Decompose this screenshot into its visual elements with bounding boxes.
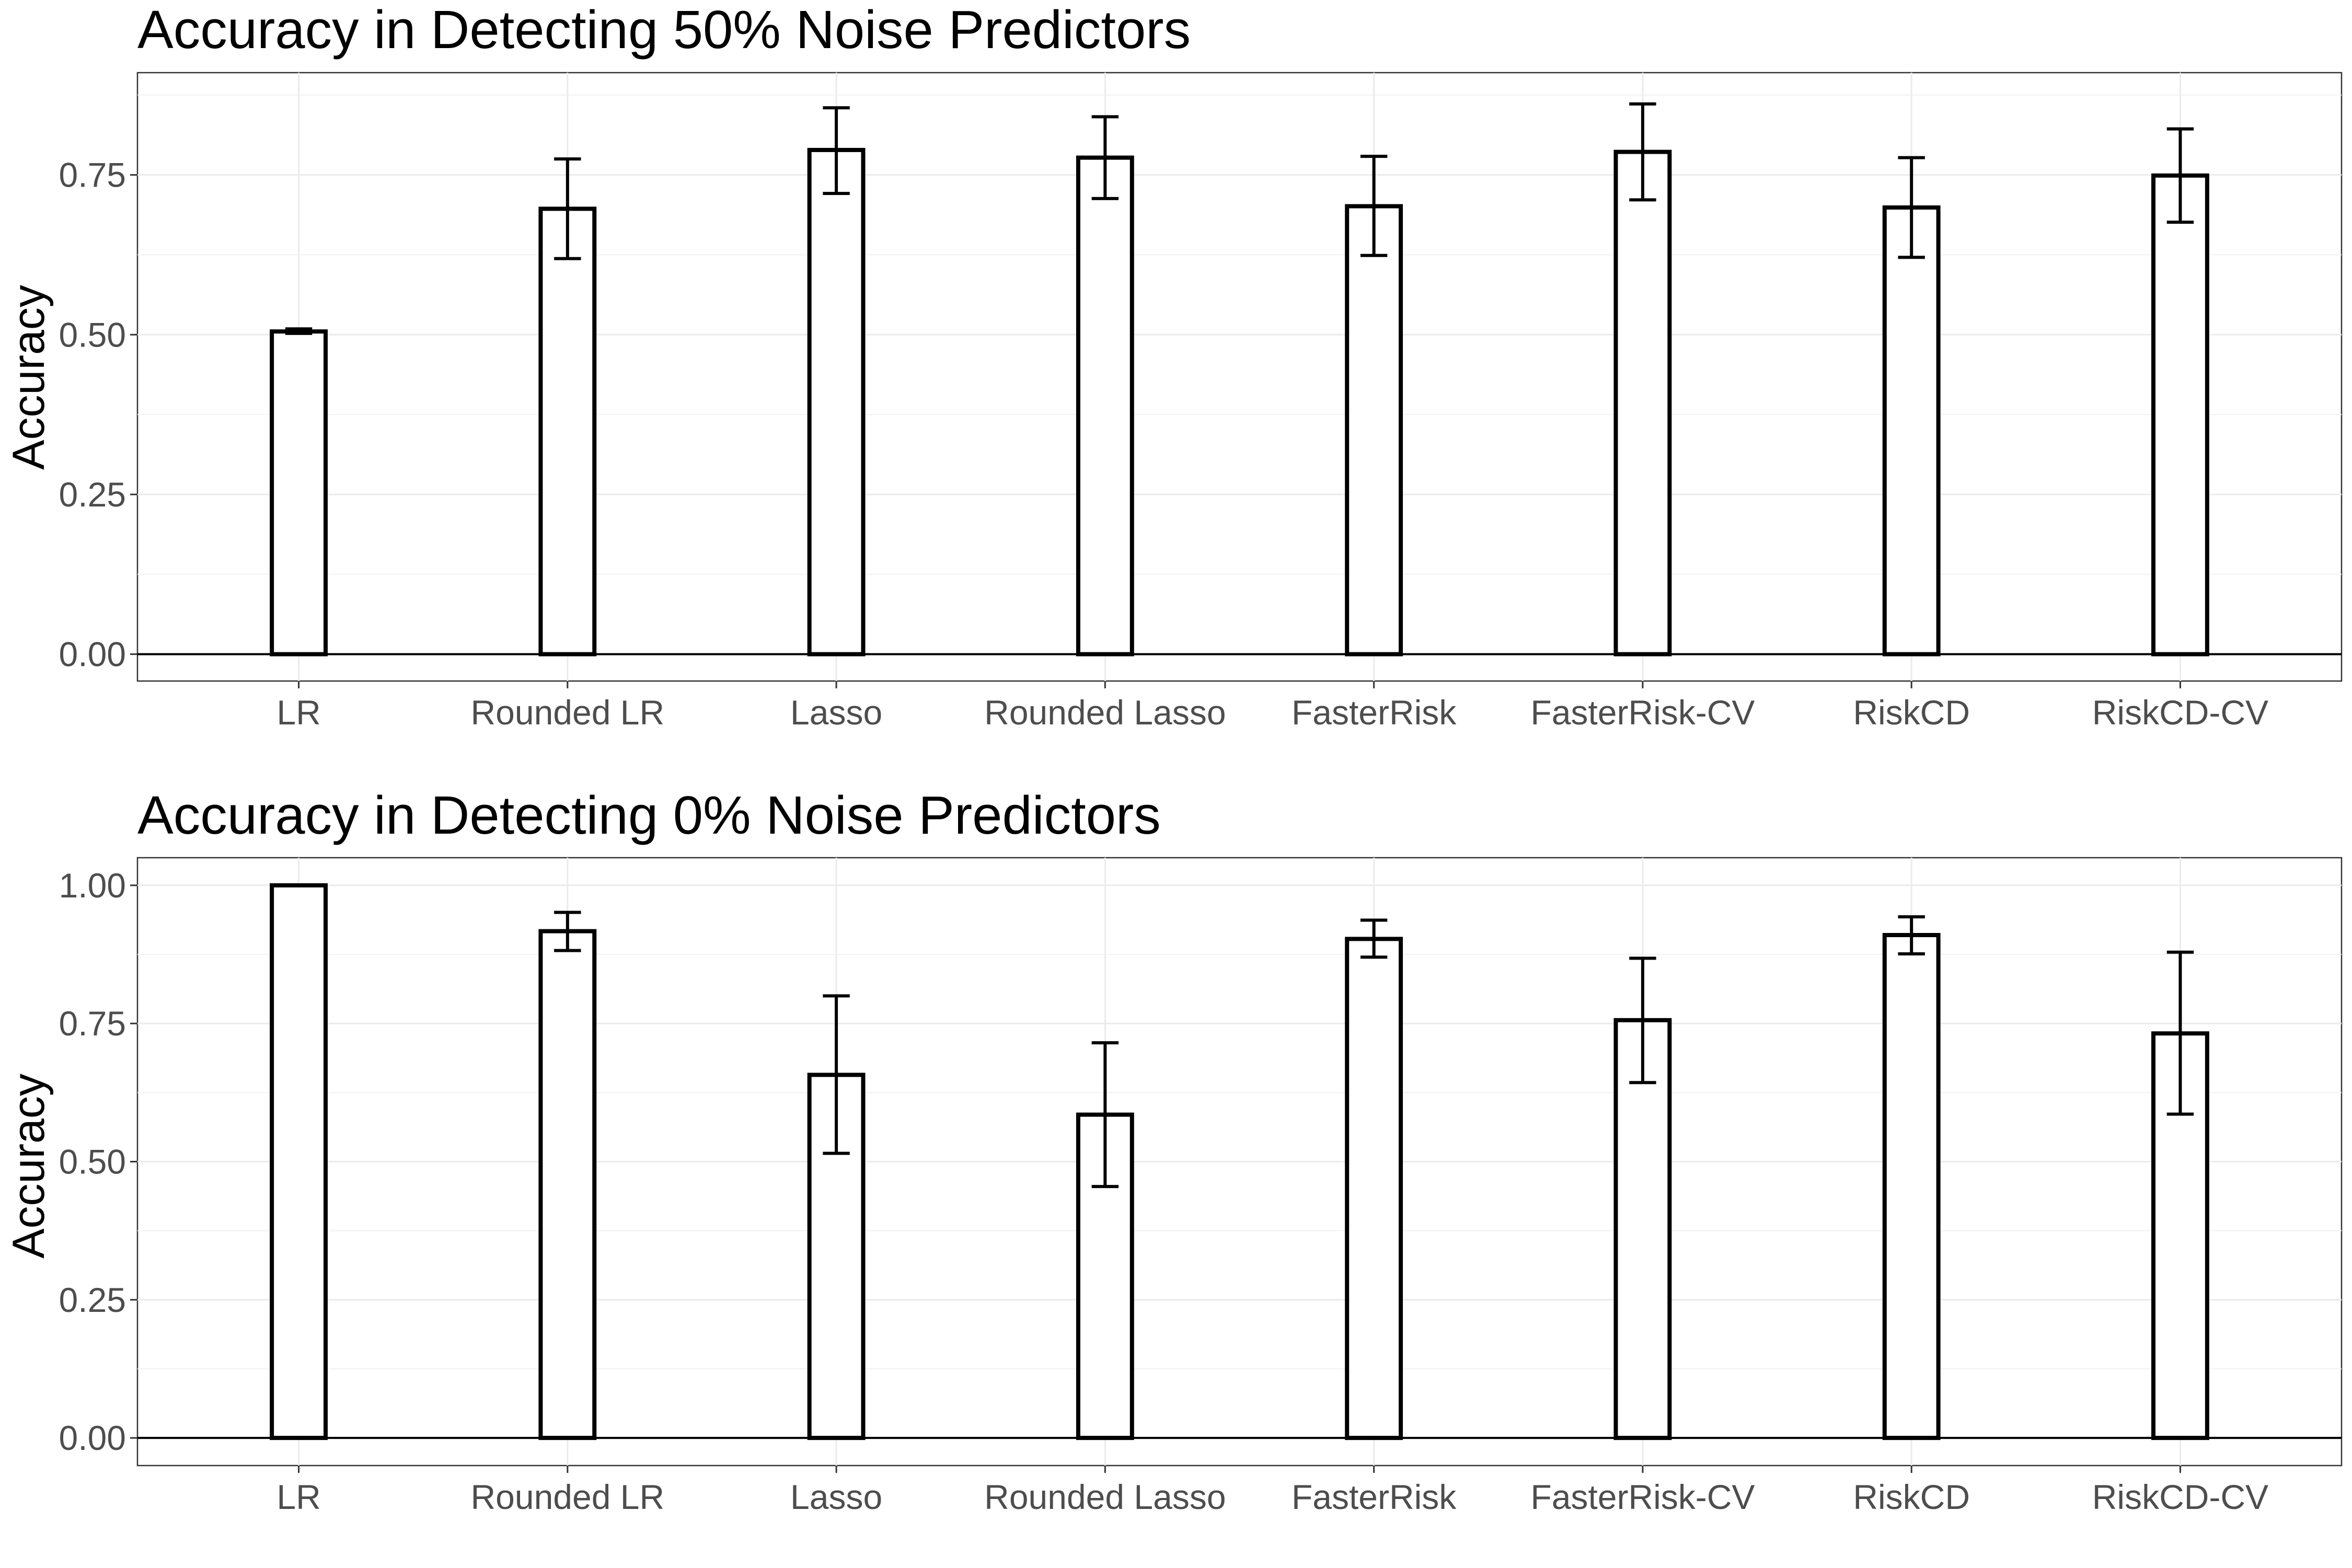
x-axis: LR Rounded LR Lasso Rounded Lasso FasterRisk… — [276, 681, 2268, 732]
bar — [1882, 205, 1941, 656]
bar — [2151, 173, 2209, 656]
chart-0-percent-noise: Accuracy in Detecting 0% Noise Predictor… — [4, 785, 2343, 1516]
bar — [1613, 1018, 1672, 1440]
bar — [538, 206, 597, 656]
y-tick-label: 0.25 — [59, 1281, 126, 1319]
chart-title: Accuracy in Detecting 0% Noise Predictor… — [137, 785, 1161, 845]
y-axis: 0.00 0.25 0.50 0.75 1.00 — [59, 866, 137, 1457]
y-tick-label: 0.25 — [59, 475, 126, 514]
grid-lines — [137, 73, 2342, 681]
y-tick-label: 0.00 — [59, 635, 126, 674]
bar — [1882, 933, 1941, 1440]
x-tick-label: Rounded Lasso — [984, 1478, 1226, 1516]
grid-lines — [137, 858, 2342, 1466]
x-tick-label: FasterRisk — [1292, 693, 1457, 732]
x-tick-label: LR — [276, 693, 320, 732]
bar — [807, 147, 866, 656]
y-tick-label: 1.00 — [59, 866, 126, 905]
x-tick-label: FasterRisk-CV — [1530, 1478, 1755, 1516]
y-tick-label: 0.75 — [59, 1004, 126, 1043]
bars — [137, 102, 2342, 656]
bar — [1345, 937, 1403, 1440]
x-tick-label: Lasso — [790, 693, 882, 732]
x-tick-label: RiskCD-CV — [2092, 693, 2268, 732]
bar — [1345, 204, 1403, 656]
x-tick-label: Rounded LR — [471, 693, 665, 732]
bar — [538, 929, 597, 1440]
y-tick-label: 0.00 — [59, 1419, 126, 1457]
x-tick-label: FasterRisk — [1292, 1478, 1457, 1516]
x-tick-label: Lasso — [790, 1478, 882, 1516]
x-tick-label: LR — [276, 1478, 320, 1516]
x-tick-label: Rounded LR — [471, 1478, 665, 1516]
bar — [270, 329, 328, 656]
x-tick-label: RiskCD-CV — [2092, 1478, 2268, 1516]
x-axis: LR Rounded LR Lasso Rounded Lasso FasterRisk… — [276, 1466, 2268, 1516]
chart-50-percent-noise: Accuracy in Detecting 50% Noise Predicto… — [4, 0, 2343, 732]
y-tick-label: 0.50 — [59, 315, 126, 354]
x-tick-label: RiskCD — [1853, 1478, 1970, 1516]
bars — [137, 883, 2342, 1440]
bar — [1076, 155, 1134, 656]
x-tick-label: FasterRisk-CV — [1530, 693, 1755, 732]
bar — [1613, 149, 1672, 656]
y-tick-label: 0.50 — [59, 1143, 126, 1181]
chart-title: Accuracy in Detecting 50% Noise Predicto… — [137, 0, 1191, 60]
x-tick-label: Rounded Lasso — [984, 693, 1226, 732]
y-axis-title: Accuracy — [4, 285, 54, 470]
bar — [270, 883, 328, 1440]
plot-panel — [136, 72, 2343, 682]
y-tick-label: 0.75 — [59, 156, 126, 194]
y-axis-title: Accuracy — [4, 1074, 54, 1259]
y-axis: 0.00 0.25 0.50 0.75 — [59, 156, 137, 674]
x-tick-label: RiskCD — [1853, 693, 1970, 732]
